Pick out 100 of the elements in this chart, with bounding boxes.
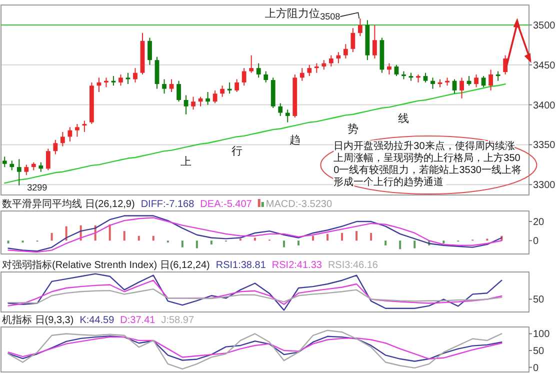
- bar: [356, 231, 358, 241]
- bar: [152, 236, 154, 241]
- bar: [384, 240, 387, 246]
- candlestick: [496, 70, 500, 82]
- series-label: RSI1:38.81: [216, 260, 266, 271]
- y-tick-label: 100: [533, 329, 550, 340]
- candlestick: [104, 77, 108, 88]
- candlestick: [328, 54, 334, 67]
- candlestick: [343, 44, 348, 59]
- y-tick-label: 3300: [533, 180, 556, 192]
- candlestick: [10, 160, 14, 171]
- series-label: RSI2:41.33: [272, 260, 322, 271]
- legend-label: MACD:-3.5230: [266, 199, 332, 210]
- bar: [414, 240, 416, 248]
- candlestick: [423, 72, 428, 83]
- bar: [370, 232, 372, 241]
- y-tick-label: 3400: [533, 100, 556, 112]
- candlestick: [212, 90, 218, 104]
- candlestick: [278, 102, 283, 116]
- bar: [326, 234, 329, 241]
- annotation: 趋: [289, 134, 300, 147]
- candlestick: [307, 64, 312, 77]
- annotation: 3299: [27, 182, 48, 192]
- candlestick: [314, 62, 319, 74]
- candlestick: [38, 162, 44, 172]
- candlestick: [387, 62, 392, 75]
- candlestick: [460, 77, 464, 99]
- bar: [7, 240, 10, 244]
- candlestick: [184, 94, 188, 115]
- y-tick-label: 20: [533, 217, 545, 228]
- bar: [298, 240, 300, 246]
- annotation: 线: [398, 112, 410, 125]
- series-label: K:44.59: [80, 315, 115, 326]
- bar: [442, 240, 445, 244]
- candlestick: [481, 76, 486, 88]
- candlestick: [16, 158, 22, 186]
- y-tick-label: 50: [533, 346, 545, 358]
- candlestick: [300, 68, 304, 82]
- bar: [181, 240, 184, 248]
- y-tick-label: 3350: [533, 140, 556, 152]
- bar: [282, 240, 285, 248]
- bar: [138, 236, 140, 241]
- chart-title: 对强弱指标(Relative Strenth Index) 日(6,12,24): [2, 259, 210, 271]
- candlestick: [474, 74, 478, 88]
- candlestick: [154, 56, 160, 90]
- bar: [210, 240, 212, 244]
- bar: [50, 232, 53, 241]
- candlestick: [60, 131, 65, 147]
- annotation: 3508: [320, 12, 340, 22]
- candlestick: [452, 78, 457, 94]
- bar: [399, 240, 402, 250]
- candlestick: [169, 78, 174, 93]
- bar: [341, 232, 344, 241]
- candlestick: [394, 64, 399, 77]
- line-series: [8, 330, 502, 370]
- candlestick: [220, 85, 225, 98]
- chart-title: 数平滑异同平均线 日(26,12,9): [2, 198, 135, 210]
- candlestick: [372, 24, 377, 59]
- ref-line-label: 上方阻力位: [265, 6, 320, 20]
- candlestick: [264, 70, 268, 83]
- candlestick: [249, 54, 254, 74]
- candlestick: [82, 120, 87, 132]
- candlestick: [227, 82, 232, 94]
- candlestick: [2, 156, 7, 168]
- y-tick-label: 0: [533, 236, 539, 248]
- candlestick: [133, 68, 138, 83]
- candlestick: [191, 96, 196, 110]
- candlestick: [53, 139, 58, 155]
- series-label: DIFF:-7.168: [140, 199, 195, 210]
- y-tick-label: 3450: [533, 60, 556, 72]
- y-tick-label: 3500: [533, 20, 556, 32]
- annotation: 行: [231, 146, 242, 158]
- series-label: DEA:-5.407: [200, 199, 252, 210]
- candlestick: [430, 77, 435, 90]
- candlestick: [24, 164, 29, 176]
- candlestick: [74, 123, 80, 138]
- candlestick: [206, 92, 210, 106]
- candlestick: [176, 80, 181, 102]
- candlestick: [322, 60, 326, 70]
- bar: [312, 236, 314, 241]
- candlestick: [46, 148, 50, 171]
- chart-title: 机指标 日(9,3,3): [2, 314, 74, 326]
- annotation: 上: [180, 155, 192, 168]
- candlestick: [118, 74, 123, 86]
- candlestick: [242, 68, 246, 86]
- bar: [108, 224, 111, 241]
- candlestick: [256, 62, 261, 78]
- candlestick: [162, 78, 166, 94]
- candlestick: [68, 126, 72, 142]
- series-label: J:58.97: [161, 315, 194, 326]
- candlestick: [234, 78, 240, 93]
- series-label: D:37.41: [120, 315, 156, 326]
- annotation: 势: [347, 122, 358, 136]
- candlestick: [488, 69, 493, 91]
- candlestick: [285, 109, 290, 123]
- candlestick: [350, 28, 356, 53]
- bar: [123, 231, 126, 241]
- candlestick: [336, 52, 341, 64]
- candlestick: [148, 37, 152, 66]
- candlestick: [358, 18, 362, 37]
